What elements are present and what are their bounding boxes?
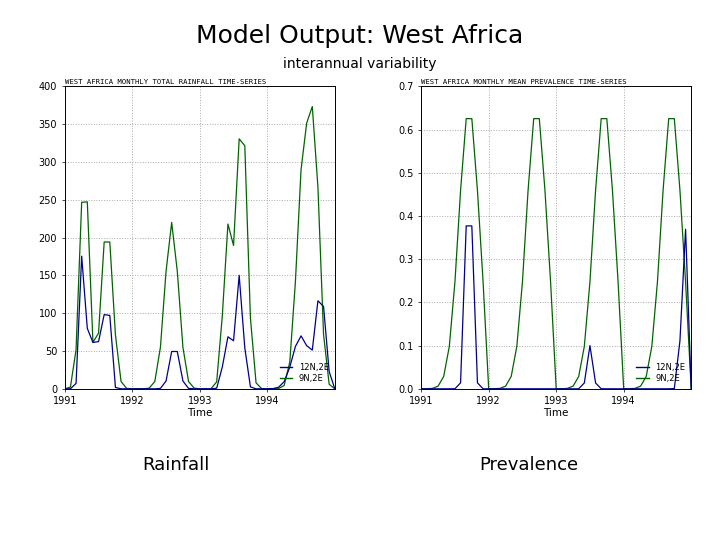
Text: Model Output: West Africa: Model Output: West Africa — [197, 24, 523, 48]
Text: WEST AFRICA MONTHLY TOTAL RAINFALL TIME-SERIES: WEST AFRICA MONTHLY TOTAL RAINFALL TIME-… — [65, 79, 266, 85]
Legend: 12N,2E, 9N,2E: 12N,2E, 9N,2E — [278, 362, 330, 384]
Text: WEST AFRICA MONTHLY MEAN PREVALENCE TIME-SERIES: WEST AFRICA MONTHLY MEAN PREVALENCE TIME… — [421, 79, 627, 85]
X-axis label: Time: Time — [544, 408, 569, 418]
X-axis label: Time: Time — [187, 408, 212, 418]
Text: Rainfall: Rainfall — [143, 456, 210, 474]
Text: Prevalence: Prevalence — [480, 456, 579, 474]
Legend: 12N,2E, 9N,2E: 12N,2E, 9N,2E — [634, 362, 687, 384]
Text: interannual variability: interannual variability — [283, 57, 437, 71]
